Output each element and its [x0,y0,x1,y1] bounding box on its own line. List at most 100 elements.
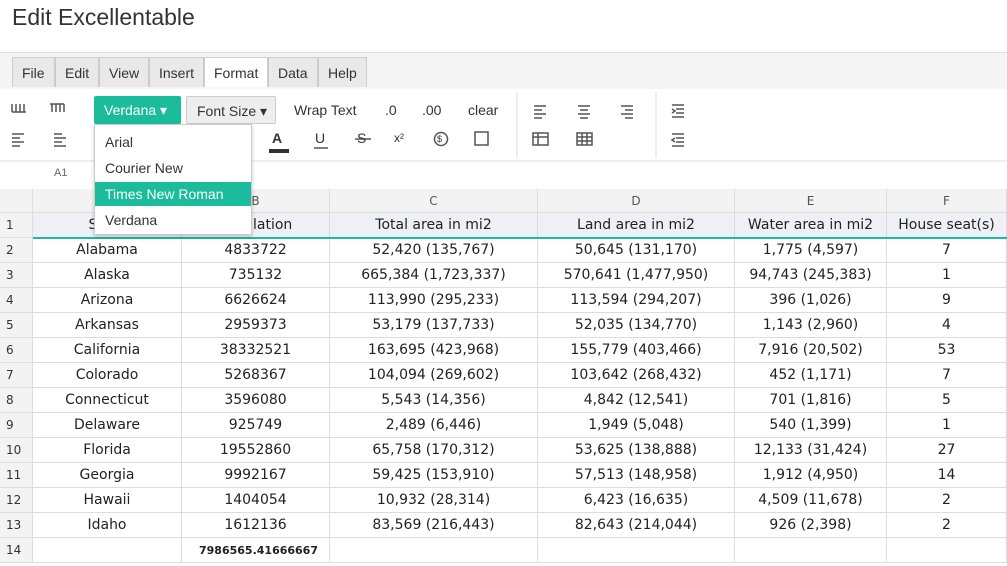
cell[interactable]: 1404054 [182,488,330,513]
cell[interactable]: 540 (1,399) [735,413,887,438]
cell[interactable]: 2 [887,513,1007,538]
font-size-button[interactable]: Font Size ▾ [186,96,276,124]
cell[interactable]: 83,569 (216,443) [330,513,538,538]
cell[interactable]: 3596080 [182,388,330,413]
dropdown-option[interactable]: Arial [95,130,251,154]
cell[interactable]: 1,143 (2,960) [735,313,887,338]
cell[interactable]: 1,775 (4,597) [735,238,887,263]
cell[interactable]: 53 [887,338,1007,363]
clear-button[interactable]: clear [468,102,498,118]
cell[interactable]: 926 (2,398) [735,513,887,538]
cell[interactable]: 113,990 (295,233) [330,288,538,313]
cell[interactable]: Alabama [33,238,182,263]
dropdown-option[interactable]: Times New Roman [95,182,251,206]
cell[interactable]: Arizona [33,288,182,313]
cell[interactable]: 82,643 (214,044) [538,513,735,538]
decimal-button[interactable]: .00 [422,102,441,118]
cell[interactable]: 4,509 (11,678) [735,488,887,513]
cell[interactable] [538,538,735,563]
cell[interactable]: Idaho [33,513,182,538]
menu-item[interactable]: File [12,57,55,87]
cell[interactable]: Land area in mi2 [538,213,735,238]
cell[interactable]: Total area in mi2 [330,213,538,238]
cell[interactable]: California [33,338,182,363]
dropdown-option[interactable]: Courier New [95,156,251,180]
cell[interactable]: 9 [887,288,1007,313]
cell[interactable]: 7 [887,238,1007,263]
cell[interactable]: 12,133 (31,424) [735,438,887,463]
superscript-button[interactable]: x² [394,131,404,145]
cell[interactable]: 50,645 (131,170) [538,238,735,263]
cell[interactable]: 1,912 (4,950) [735,463,887,488]
cell[interactable]: 94,743 (245,383) [735,263,887,288]
cell[interactable]: 19552860 [182,438,330,463]
menu-item[interactable]: Format [204,57,268,87]
currency-button[interactable]: $ [437,134,442,144]
cell[interactable]: 52,420 (135,767) [330,238,538,263]
cell[interactable]: 65,758 (170,312) [330,438,538,463]
cell[interactable]: 155,779 (403,466) [538,338,735,363]
cell[interactable]: 4 [887,313,1007,338]
cell[interactable]: 7 [887,363,1007,388]
cell[interactable]: 7,916 (20,502) [735,338,887,363]
cell[interactable] [887,538,1007,563]
cell[interactable]: 4,842 (12,541) [538,388,735,413]
cell[interactable]: 1612136 [182,513,330,538]
cell[interactable]: Arkansas [33,313,182,338]
font-button[interactable]: Verdana ▾ [94,96,181,124]
menu-item[interactable]: Help [318,57,367,87]
cell[interactable]: 735132 [182,263,330,288]
cell[interactable]: 452 (1,171) [735,363,887,388]
menu-item[interactable]: View [99,57,149,87]
cell[interactable]: House seat(s) [887,213,1007,238]
decimal-button[interactable]: .0 [385,102,397,118]
cell[interactable]: 52,035 (134,770) [538,313,735,338]
menu-item[interactable]: Insert [149,57,204,87]
cell[interactable]: 925749 [182,413,330,438]
cell[interactable]: 163,695 (423,968) [330,338,538,363]
cell[interactable]: Connecticut [33,388,182,413]
cell[interactable]: 103,642 (268,432) [538,363,735,388]
cell[interactable]: Alaska [33,263,182,288]
cell[interactable] [330,538,538,563]
cell[interactable]: 5 [887,388,1007,413]
cell[interactable]: 9992167 [182,463,330,488]
menu-item[interactable]: Data [268,57,318,87]
cell[interactable]: Delaware [33,413,182,438]
cell[interactable]: 38332521 [182,338,330,363]
cell[interactable]: 1 [887,263,1007,288]
font-color-button[interactable]: A [272,130,282,146]
underline-button[interactable]: U [315,130,325,146]
cell[interactable]: Water area in mi2 [735,213,887,238]
cell[interactable]: 570,641 (1,477,950) [538,263,735,288]
cell[interactable]: 113,594 (294,207) [538,288,735,313]
cell[interactable]: 6626624 [182,288,330,313]
cell[interactable]: 5,543 (14,356) [330,388,538,413]
wrap-text-button[interactable]: Wrap Text [294,102,357,118]
cell[interactable]: 57,513 (148,958) [538,463,735,488]
cell[interactable]: 4833722 [182,238,330,263]
cell[interactable]: 2 [887,488,1007,513]
menu-item[interactable]: Edit [55,57,99,87]
strike-button[interactable]: S [357,130,366,146]
cell[interactable]: 701 (1,816) [735,388,887,413]
cell[interactable]: 104,094 (269,602) [330,363,538,388]
cell[interactable]: 10,932 (28,314) [330,488,538,513]
cell[interactable]: Georgia [33,463,182,488]
cell[interactable]: 1 [887,413,1007,438]
cell[interactable]: 59,425 (153,910) [330,463,538,488]
cell[interactable]: 2,489 (6,446) [330,413,538,438]
cell[interactable] [33,538,182,563]
cell[interactable]: 53,625 (138,888) [538,438,735,463]
cell[interactable]: 7986565.41666667 [182,538,330,563]
cell[interactable]: 1,949 (5,048) [538,413,735,438]
cell[interactable]: Florida [33,438,182,463]
cell[interactable]: 665,384 (1,723,337) [330,263,538,288]
cell[interactable]: 2959373 [182,313,330,338]
cell[interactable]: Colorado [33,363,182,388]
cell[interactable]: 6,423 (16,635) [538,488,735,513]
cell[interactable]: 396 (1,026) [735,288,887,313]
cell[interactable]: 14 [887,463,1007,488]
cell[interactable]: 27 [887,438,1007,463]
cell[interactable]: 5268367 [182,363,330,388]
